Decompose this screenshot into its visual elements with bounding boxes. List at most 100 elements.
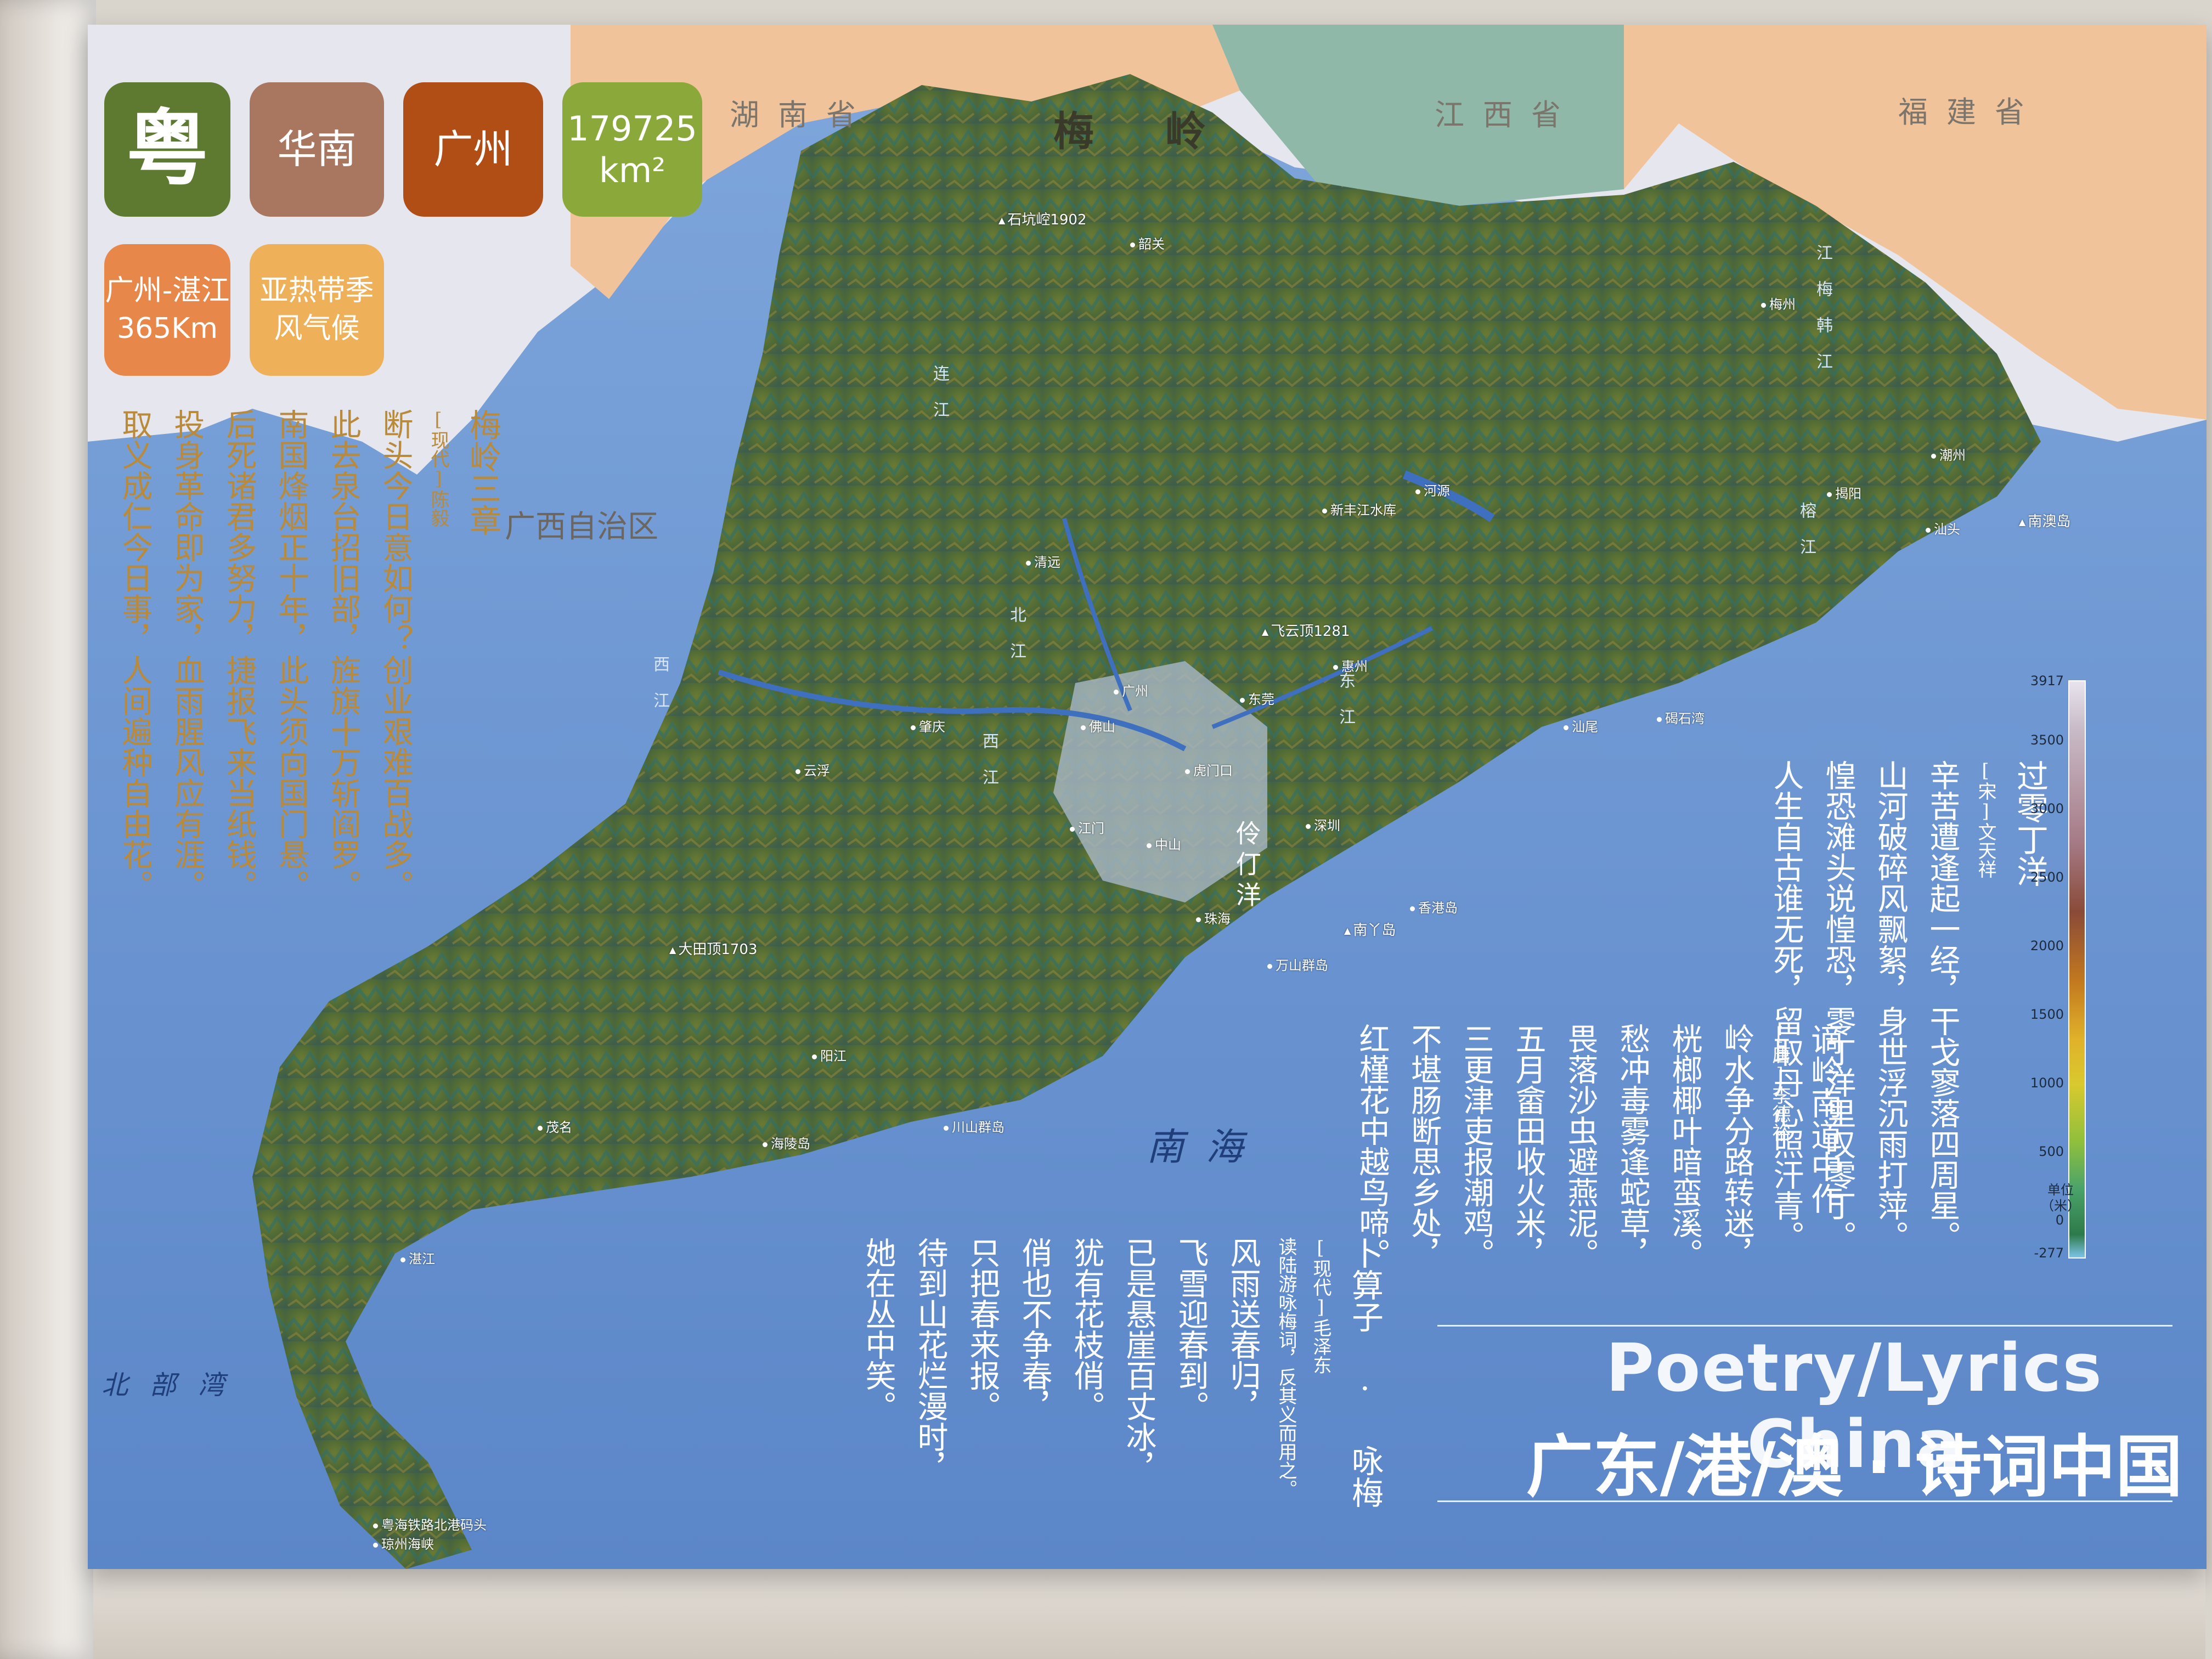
legend-unit-line1: 单位 [2047,1182,2074,1198]
climate-line2: 风气候 [274,312,360,345]
poem-lingnan-line-7: 不堪肠断思乡处， [1406,1023,1442,1269]
city-maoming: 茂名 [538,1116,572,1136]
distance-value: 365Km [116,312,218,345]
river-rongjiang: 榕江 [1797,502,1816,574]
city-zhaoqing: 肇庆 [911,716,945,735]
area-unit: km² [599,150,666,190]
legend-tick-5: 2000 [2030,938,2064,953]
city-zhuhai: 珠海 [1196,908,1231,927]
legend-tick-1: 3917 [2030,673,2064,689]
river-beijiang: 北江 [1007,606,1026,679]
city-jieyang: 揭阳 [1827,483,1861,502]
climate-tile: 亚热带季 风气候 [250,244,384,376]
river-hanjiang: 江梅韩江 [1813,244,1832,389]
river-xijiang: 西江 [979,732,998,805]
poem-meiling-title: 梅岭三章 [464,409,501,536]
poem-yongmei-line-5: 俏也不争春， [1017,1237,1052,1421]
distance-tile: 广州-湛江 365Km [104,244,230,376]
poem-yongmei-line-1: 风雨送春归， [1225,1237,1261,1421]
poem-lingnan: 谪岭南道中作 [唐]李德裕 岭水争分路转迷， 桄榔椰叶暗蛮溪。 愁冲毒雾逢蛇草，… [1350,1023,1847,1308]
river-lianjiang: 连江 [930,365,949,437]
poem-lingdingyang: 过零丁洋 [宋]文天祥 辛苦遭逢起一经，干戈寥落四周星。 山河破碎风飘絮，身世浮… [1764,760,2053,1308]
city-chaozhou: 潮州 [1931,444,1966,464]
poem-yongmei-title: 卜算子 · 咏梅 [1346,1237,1384,1508]
poem-lingnan-line-4: 畏落沙虫避燕泥。 [1562,1023,1598,1269]
book-page-edge [93,1569,2205,1659]
poem-lingdingyang-line-3: 惶恐滩头说惶恐，零丁洋里叹零丁。 [1820,760,1856,1251]
legend-tick-9: 0 [2055,1212,2064,1228]
xijiang-river [718,669,1187,752]
poem-lingnan-line-6: 三更津吏报潮鸡。 [1458,1023,1494,1269]
city-huizhou: 惠州 [1333,656,1368,675]
city-zhongshan: 中山 [1147,834,1181,853]
peak-datianding: 大田顶1703 [669,938,757,958]
poem-lingdingyang-line-4: 人生自古谁无死，留取丹心照汗青。 [1768,760,1804,1251]
poem-yongmei-line-3: 已是悬崖百丈冰， [1121,1237,1156,1483]
city-yunfu: 云浮 [795,760,830,779]
city-dongguan: 东莞 [1240,689,1274,708]
brand-rule-top [1437,1325,2172,1327]
capital-tile: 广州 [403,82,543,217]
poem-lingnan-line-1: 岭水争分路转迷， [1719,1023,1754,1269]
city-shaoguan: 韶关 [1130,233,1165,252]
peak-nanya: 南丫岛 [1344,919,1396,939]
distance-route: 广州-湛江 [105,274,230,308]
city-qingyuan: 清远 [1026,551,1060,571]
legend-tick-6: 1500 [2030,1007,2064,1022]
province-tile: 粤 [104,82,230,217]
legend-tick-8: 500 [2039,1144,2064,1159]
city-shenzhen: 深圳 [1306,815,1340,834]
poem-lingdingyang-title: 过零丁洋 [2011,760,2049,887]
water-wanshan: 万山群岛 [1267,955,1328,974]
city-zhanjiang: 湛江 [400,1248,435,1267]
fujian-region [1624,25,2207,420]
city-foshan: 佛山 [1081,716,1115,735]
water-jieshiwan: 碣石湾 [1657,708,1705,727]
province-char: 粤 [126,101,208,197]
label-meiling: 梅岭 [1053,108,1277,155]
city-hongkong: 香港岛 [1410,897,1458,916]
city-shantou: 汕头 [1926,518,1960,538]
legend-tick-2: 3500 [2030,732,2064,748]
city-shanwei: 汕尾 [1564,716,1598,735]
elevation-legend-bar [2068,680,2086,1259]
city-jiangmen: 江门 [1070,817,1104,837]
poem-meiling-line-5: 投身革命即为家，血雨腥风应有涯。 [169,409,205,900]
poem-meiling-line-6: 取义成仁今日事，人间遍种自由花。 [117,409,153,900]
legend-unit-line2: （米） [2041,1198,2080,1214]
region-tile: 华南 [250,82,384,217]
area-tile: 179725 km² [562,82,702,217]
jiangxi-region [1212,25,1624,206]
poem-meiling-line-3: 南国烽烟正十年，此头须向国门悬。 [273,409,309,900]
legend-tick-4: 2500 [2030,870,2064,885]
peak-nanao: 南澳岛 [2019,510,2070,531]
city-meizhou: 梅州 [1761,294,1796,313]
poem-yongmei-line-7: 待到山花烂漫时， [912,1237,948,1483]
water-chuanshan: 川山群岛 [944,1116,1005,1136]
brand-chinese: 广东/港/澳 · 诗词中国 [1526,1428,2183,1506]
brand-english: Poetry/Lyrics China [1606,1330,2103,1483]
poem-lingnan-title: 谪岭南道中作 [1805,1023,1843,1214]
city-yangjiang: 阳江 [812,1045,847,1064]
poem-meiling: 梅岭三章 [现代]陈毅 断头今日意如何？创业艰难百战多。 此去泉台招旧部，旌旗十… [112,409,506,963]
dongjiang-river [1211,626,1433,729]
poem-lingnan-line-8: 红槿花中越鸟啼。 [1354,1023,1390,1269]
poem-meiling-line-2: 此去泉台招旧部，旌旗十万斩阎罗。 [325,409,361,900]
water-railway: 粤海铁路北港码头 [373,1514,487,1533]
capital-label: 广州 [433,126,513,172]
city-guangzhou: 广州 [1114,680,1148,699]
label-south-sea: 南海 [1147,1126,1266,1169]
poem-yongmei-line-8: 她在丛中笑。 [860,1237,896,1421]
poem-lingdingyang-line-1: 辛苦遭逢起一经，干戈寥落四周星。 [1925,760,1960,1251]
area-value: 179725 [567,109,697,149]
peak-shikengkong: 石坑崆1902 [998,208,1086,229]
poem-yongmei-author: [现代]毛泽东 [1310,1237,1331,1374]
river-xijiang-west: 西江 [650,656,669,728]
poem-yongmei-line-2: 飞雪迎春到。 [1173,1237,1209,1421]
label-hunan: 湖南省 [730,98,874,132]
climate-line1: 亚热带季 [259,274,374,308]
river-dongjiang: 东江 [1336,672,1355,744]
legend-tick-7: 1000 [2030,1075,2064,1091]
label-fujian: 福建省 [1898,95,2043,129]
poem-lingdingyang-author: [宋]文天祥 [1974,760,1996,878]
